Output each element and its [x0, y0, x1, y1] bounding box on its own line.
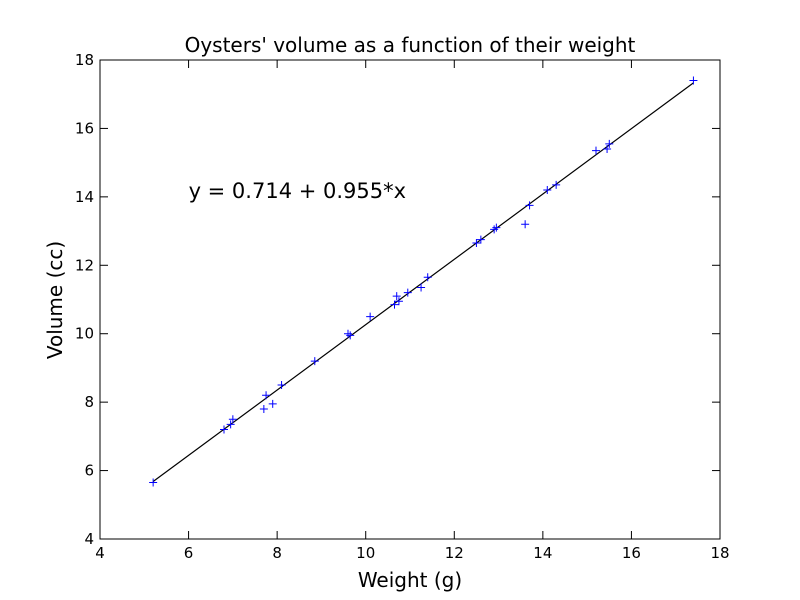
data-point — [543, 186, 552, 195]
y-axis: 4 6 8 10 12 14 16 18 — [75, 51, 720, 548]
x-tick-label: 4 — [95, 544, 105, 562]
y-tick-label: 18 — [75, 51, 94, 69]
data-point — [472, 239, 481, 248]
y-tick-label: 14 — [75, 188, 94, 206]
data-point — [228, 415, 237, 424]
x-tick-label: 12 — [445, 544, 464, 562]
data-point — [220, 425, 228, 434]
data-point — [226, 420, 235, 429]
x-tick-label: 10 — [356, 544, 375, 562]
data-point — [268, 399, 277, 408]
y-tick-label: 6 — [84, 462, 94, 480]
x-tick-label: 14 — [533, 544, 552, 562]
data-point — [605, 139, 614, 148]
data-point — [346, 331, 355, 340]
data-point — [689, 76, 698, 85]
data-point — [390, 300, 399, 309]
y-tick-label: 12 — [75, 256, 94, 274]
data-point — [423, 273, 432, 282]
x-tick-label: 16 — [622, 544, 641, 562]
data-point — [310, 357, 319, 366]
y-tick-label: 4 — [84, 530, 94, 548]
data-point — [476, 235, 485, 244]
regression-equation: y = 0.714 + 0.955*x — [189, 179, 406, 203]
x-tick-label: 6 — [184, 544, 194, 562]
data-point — [392, 292, 401, 301]
data-point — [492, 223, 501, 232]
x-tick-label: 18 — [710, 544, 729, 562]
data-point — [417, 283, 426, 292]
data-point — [552, 180, 561, 189]
data-point — [277, 381, 286, 390]
regression-line — [152, 82, 694, 483]
data-point — [366, 312, 375, 321]
y-tick-label: 8 — [84, 393, 94, 411]
data-point — [403, 288, 412, 297]
plot-frame — [99, 59, 721, 540]
chart-title: Oysters' volume as a function of their w… — [185, 33, 636, 57]
data-point — [521, 220, 530, 229]
data-point — [525, 201, 534, 210]
data-point — [592, 146, 600, 155]
data-point — [262, 391, 271, 400]
data-point — [259, 404, 268, 413]
data-point — [344, 329, 352, 338]
x-tick-label: 8 — [272, 544, 282, 562]
data-point — [394, 297, 403, 306]
x-axis: 4 6 8 10 12 14 16 18 — [95, 60, 730, 562]
x-axis-label: Weight (g) — [358, 568, 462, 592]
y-axis-label: Volume (cc) — [43, 241, 67, 359]
y-tick-label: 16 — [75, 119, 94, 137]
data-point — [149, 478, 158, 487]
y-tick-label: 10 — [75, 325, 94, 343]
plot-area — [149, 76, 698, 487]
data-point — [603, 144, 612, 153]
